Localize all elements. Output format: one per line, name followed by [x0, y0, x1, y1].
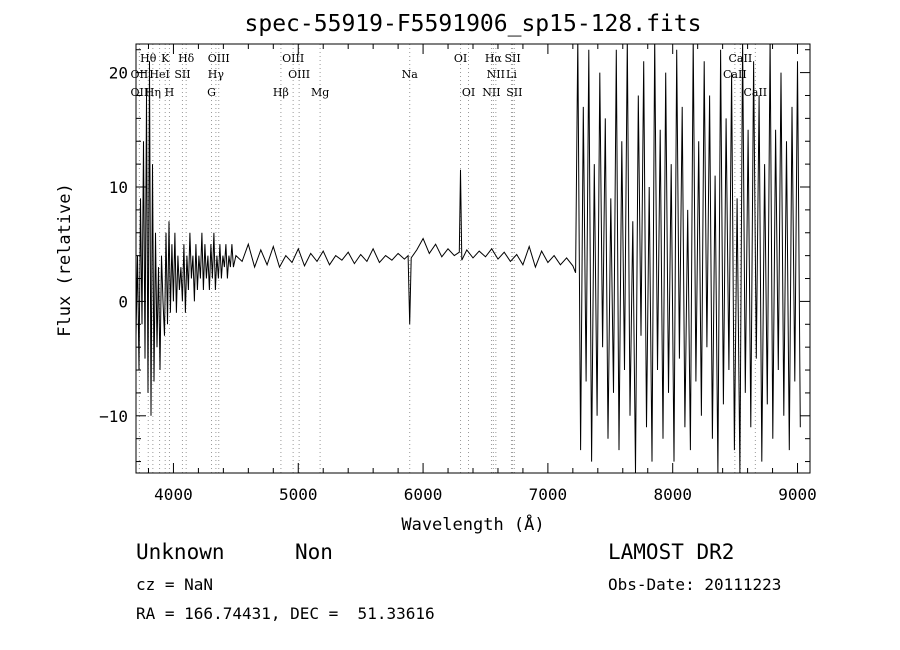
spectral-line-label: K — [161, 52, 170, 65]
x-tick-label: 5000 — [279, 485, 318, 504]
subclass-label: Non — [295, 540, 333, 564]
y-axis-label: Flux (relative) — [55, 183, 75, 337]
spectral-line-label: CaII — [743, 86, 767, 99]
spectral-line-label: H — [165, 86, 175, 99]
spectrum-series-line — [136, 44, 801, 473]
spectral-line-label: OIII — [288, 68, 310, 81]
spectral-line-label: SII — [174, 68, 190, 81]
spectral-line-label: Mg — [311, 86, 329, 99]
spectral-line-label: Li — [506, 68, 517, 81]
y-tick-label: 10 — [109, 178, 128, 197]
spectral-line-label: Hγ — [208, 68, 225, 81]
spectral-line-label: Hη — [145, 86, 161, 99]
spectral-line-label: HeI — [149, 68, 169, 81]
spectral-line-label: G — [207, 86, 216, 99]
spectral-line-label: Hα — [485, 52, 503, 65]
spectral-line-label: CaII — [729, 52, 753, 65]
spectral-line-label: OII — [131, 86, 149, 99]
spectral-line-label: OIII — [282, 52, 304, 65]
spectral-line-label: CaII — [723, 68, 747, 81]
x-tick-label: 4000 — [154, 485, 193, 504]
coords-text: RA = 166.74431, DEC = 51.33616 — [136, 604, 435, 623]
survey-label: LAMOST DR2 — [608, 540, 735, 564]
spectral-line-label: Na — [402, 68, 419, 81]
spectral-line-label: OIII — [208, 52, 230, 65]
x-tick-label: 6000 — [404, 485, 443, 504]
spectral-line-label: SII — [506, 86, 522, 99]
plot-area — [136, 44, 801, 473]
spectral-line-label: OI — [462, 86, 475, 99]
y-tick-label: −10 — [99, 407, 128, 426]
spectral-line-label: Hθ — [140, 52, 157, 65]
spectral-line-label: NII — [487, 68, 505, 81]
chart-title: spec-55919-F5591906_sp15-128.fits — [245, 11, 702, 37]
spectral-line-label: Hβ — [273, 86, 289, 99]
spectral-line-label: OII — [131, 68, 149, 81]
x-axis-label: Wavelength (Å) — [401, 513, 544, 535]
y-tick-label: 20 — [109, 64, 128, 83]
obs-date-text: Obs-Date: 20111223 — [608, 575, 782, 594]
spectral-line-label: NII — [482, 86, 500, 99]
x-tick-label: 9000 — [778, 485, 817, 504]
tick-labels: 4000 5000 6000 7000 8000 9000 −10 0 10 20 — [99, 64, 817, 504]
cz-text: cz = NaN — [136, 575, 214, 594]
class-label: Unknown — [136, 540, 225, 564]
spectral-line-label: Hδ — [178, 52, 195, 65]
x-tick-label: 8000 — [653, 485, 692, 504]
axes — [135, 43, 811, 474]
spectral-line-label: OI — [454, 52, 467, 65]
spectral-line-label: SII — [504, 52, 520, 65]
x-tick-label: 7000 — [529, 485, 568, 504]
y-tick-label: 0 — [118, 292, 128, 311]
